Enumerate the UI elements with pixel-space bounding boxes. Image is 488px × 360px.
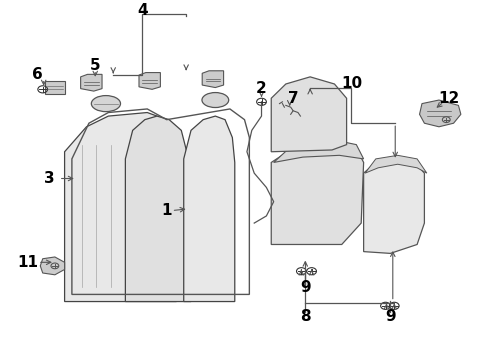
Text: 8: 8 bbox=[299, 309, 310, 324]
Text: 1: 1 bbox=[161, 203, 172, 218]
Text: 12: 12 bbox=[437, 91, 458, 106]
Polygon shape bbox=[271, 145, 363, 244]
Polygon shape bbox=[363, 157, 424, 253]
Text: 3: 3 bbox=[43, 171, 54, 186]
Text: 9: 9 bbox=[384, 309, 395, 324]
Text: 11: 11 bbox=[18, 255, 39, 270]
Text: 9: 9 bbox=[299, 280, 310, 296]
Polygon shape bbox=[183, 116, 234, 302]
Text: 6: 6 bbox=[32, 67, 43, 81]
Polygon shape bbox=[64, 113, 176, 302]
Text: 10: 10 bbox=[340, 76, 361, 91]
Text: 7: 7 bbox=[287, 91, 298, 106]
Polygon shape bbox=[365, 155, 426, 173]
Ellipse shape bbox=[202, 93, 228, 108]
Text: 4: 4 bbox=[137, 3, 147, 18]
Polygon shape bbox=[125, 116, 191, 302]
Polygon shape bbox=[40, 257, 64, 275]
Ellipse shape bbox=[91, 96, 120, 112]
Polygon shape bbox=[271, 77, 346, 152]
Polygon shape bbox=[81, 75, 102, 91]
Text: 2: 2 bbox=[256, 81, 266, 96]
FancyBboxPatch shape bbox=[44, 81, 65, 94]
Polygon shape bbox=[202, 71, 223, 87]
Text: 5: 5 bbox=[90, 58, 101, 73]
Polygon shape bbox=[273, 141, 363, 162]
Polygon shape bbox=[419, 100, 460, 127]
Polygon shape bbox=[139, 73, 160, 89]
